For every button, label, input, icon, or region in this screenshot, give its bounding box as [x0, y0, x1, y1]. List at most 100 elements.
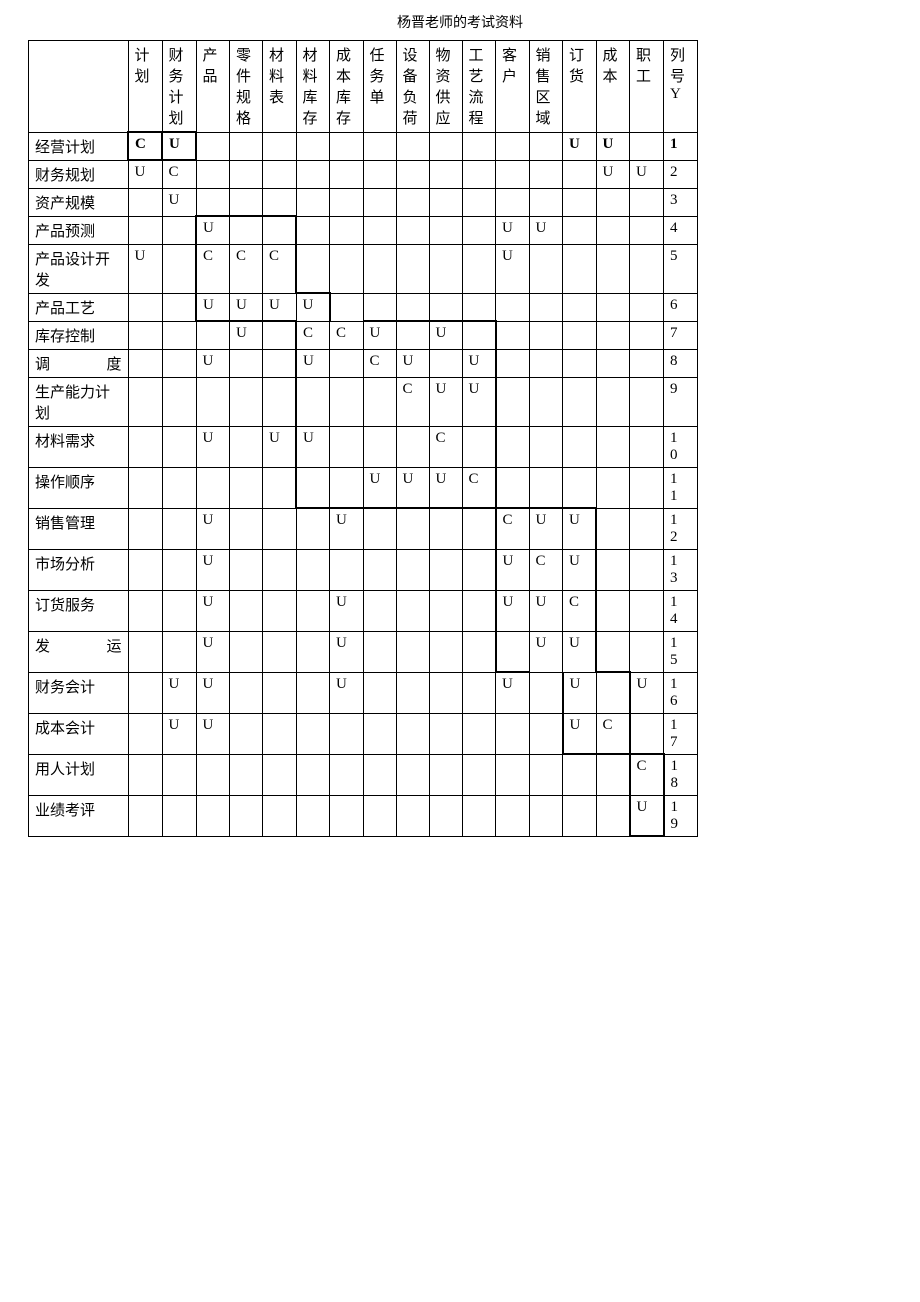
table-row: 销售管理UUCUU12 [29, 508, 698, 549]
cell [462, 160, 496, 188]
cell [496, 188, 530, 216]
cell [128, 426, 162, 467]
cell: 12 [664, 508, 698, 549]
cell: U [196, 672, 230, 713]
cell [496, 321, 530, 349]
cell [296, 160, 330, 188]
table-row: 订货服务UUUUC14 [29, 590, 698, 631]
cell [128, 672, 162, 713]
cell [529, 244, 563, 293]
cell: U [296, 349, 330, 377]
cell [196, 160, 230, 188]
cell: C [162, 160, 196, 188]
cell [363, 160, 396, 188]
cell [529, 713, 563, 754]
cell [363, 590, 396, 631]
cell [429, 160, 462, 188]
cell: U [563, 549, 597, 590]
cell: U [128, 160, 162, 188]
cell [230, 713, 263, 754]
cell [496, 713, 530, 754]
cell: 1 [664, 132, 698, 160]
cell [596, 349, 630, 377]
col-header-12: 销售区域 [529, 41, 563, 133]
cell [496, 132, 530, 160]
cell [529, 754, 563, 795]
cell [296, 467, 330, 508]
row-label: 成本会计 [29, 713, 129, 754]
cell [563, 377, 597, 426]
cell [230, 188, 263, 216]
cell [429, 590, 462, 631]
cell: U [330, 631, 364, 672]
col-header-10: 工艺流程 [462, 41, 496, 133]
cell [330, 549, 364, 590]
cell [429, 713, 462, 754]
cell: C [630, 754, 664, 795]
col-header-1: 财务计划 [162, 41, 196, 133]
col-header-4: 材料表 [263, 41, 297, 133]
cell [363, 713, 396, 754]
cell [396, 713, 429, 754]
cell [596, 321, 630, 349]
cell [162, 467, 196, 508]
cell [128, 508, 162, 549]
cell: 15 [664, 631, 698, 672]
cell: U [630, 795, 664, 836]
cell [529, 377, 563, 426]
cell: U [162, 713, 196, 754]
cell [196, 321, 230, 349]
cell [462, 549, 496, 590]
table-row: 产品工艺UUUU6 [29, 293, 698, 321]
cell [563, 426, 597, 467]
cell [230, 426, 263, 467]
cell [596, 754, 630, 795]
cell: 17 [664, 713, 698, 754]
cell: U [296, 426, 330, 467]
table-row: 生产能力计划CUU9 [29, 377, 698, 426]
cell [462, 426, 496, 467]
cell [230, 160, 263, 188]
cell: U [196, 590, 230, 631]
row-label: 资产规模 [29, 188, 129, 216]
cell [496, 349, 530, 377]
cell [296, 590, 330, 631]
cell [196, 132, 230, 160]
row-label: 库存控制 [29, 321, 129, 349]
cell [128, 349, 162, 377]
cell [363, 549, 396, 590]
cell: U [429, 467, 462, 508]
cell [263, 549, 297, 590]
cell [462, 188, 496, 216]
row-label: 产品预测 [29, 216, 129, 244]
cell [162, 795, 196, 836]
table-row: 业绩考评U19 [29, 795, 698, 836]
cell [128, 377, 162, 426]
cell [396, 549, 429, 590]
cell: U [196, 216, 230, 244]
cell [496, 377, 530, 426]
cell: U [263, 426, 297, 467]
cell [596, 216, 630, 244]
cell: U [196, 549, 230, 590]
table-row: 调度UUCUU8 [29, 349, 698, 377]
cell [596, 377, 630, 426]
cell: C [296, 321, 330, 349]
cell: 6 [664, 293, 698, 321]
col-header-13: 订货 [563, 41, 597, 133]
cell [630, 631, 664, 672]
cell [230, 672, 263, 713]
cell [596, 293, 630, 321]
cell [462, 321, 496, 349]
cell: 18 [664, 754, 698, 795]
cell [630, 713, 664, 754]
cell [196, 795, 230, 836]
cell: U [330, 508, 364, 549]
cell [296, 713, 330, 754]
cell [462, 590, 496, 631]
cell [529, 426, 563, 467]
cell [429, 754, 462, 795]
cell [429, 188, 462, 216]
cell [330, 216, 364, 244]
row-label: 业绩考评 [29, 795, 129, 836]
